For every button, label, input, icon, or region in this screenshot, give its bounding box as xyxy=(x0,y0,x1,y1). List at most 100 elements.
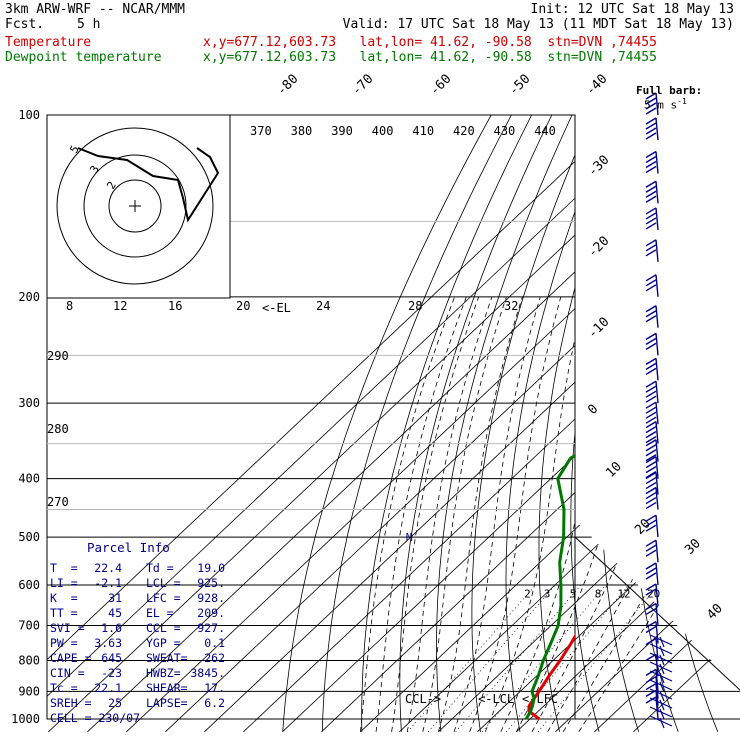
barb-flag xyxy=(645,222,657,230)
barb-flag xyxy=(645,481,657,490)
isotherm-label-40: 40 xyxy=(704,601,726,623)
barb-flag xyxy=(645,190,657,198)
barb-flag xyxy=(645,476,657,485)
dry-adiabat xyxy=(361,115,532,732)
barb-flag xyxy=(645,454,657,462)
barb-lowlevel xyxy=(659,636,665,648)
barb-flag xyxy=(645,155,657,164)
parcel-cell-7-1: -23 xyxy=(101,666,122,680)
barb-staff xyxy=(655,472,659,495)
mixing-ratio-label-20: 20 xyxy=(647,588,660,601)
mixing-ratio-label-8: 8 xyxy=(595,588,602,601)
theta-label-430: 430 xyxy=(494,124,516,138)
barb-staff xyxy=(655,621,659,644)
isotherm xyxy=(204,115,740,733)
lfc-annotation: <-LFC xyxy=(522,692,558,706)
speed-tick-20: 20 xyxy=(236,299,250,313)
wind-barb xyxy=(645,180,659,204)
barb-flag xyxy=(645,274,657,282)
moist-adiabat xyxy=(516,296,647,732)
speed-tick-16: 16 xyxy=(168,299,182,313)
barb-staff xyxy=(655,562,659,586)
parcel-cell-1-1: -2.1 xyxy=(94,576,122,590)
parcel-cell-6-2: SWEAT= xyxy=(146,651,188,665)
isotherm xyxy=(282,115,740,733)
pressure-label-1000: 1000 xyxy=(11,712,40,726)
barb-flag xyxy=(645,367,657,375)
wind-barb xyxy=(645,117,659,141)
parcel-cell-2-0: K = xyxy=(50,591,78,605)
barb-staff xyxy=(655,358,659,381)
wind-barb xyxy=(645,380,659,404)
barb-flag xyxy=(645,421,657,429)
legend-temperature-name: Temperature xyxy=(5,35,92,50)
mixing-ratio-label-5: 5 xyxy=(570,588,577,601)
isotherm xyxy=(438,115,740,733)
pressure-label-800: 800 xyxy=(18,653,40,667)
wind-barb xyxy=(645,539,659,563)
parcel-cell-0-0: T = xyxy=(50,561,78,575)
wind-barb xyxy=(645,583,659,607)
moist-adiabat xyxy=(453,296,541,732)
barb-flag xyxy=(645,496,657,505)
barb-flag xyxy=(645,332,657,340)
barb-staff xyxy=(655,381,659,404)
dry-adiabat xyxy=(631,115,694,732)
barb-flag xyxy=(645,549,657,557)
dry-adiabat xyxy=(660,115,719,732)
parcel-cell-1-3: 925. xyxy=(197,576,225,590)
series-line-temperature xyxy=(527,633,575,720)
theta-label-410: 410 xyxy=(412,124,434,138)
barb-flag xyxy=(645,514,657,522)
barb-staff xyxy=(655,487,659,510)
isotherm-label--60: -60 xyxy=(427,72,454,99)
wind-barb xyxy=(645,486,659,510)
barb-flag xyxy=(645,97,657,105)
wind-barb xyxy=(645,439,659,462)
barb-flag xyxy=(645,519,657,527)
isotherm-label-30: 30 xyxy=(682,536,704,558)
parcel-cell-7-2: HWBZ= xyxy=(146,666,181,680)
moist-adiabat xyxy=(469,296,562,732)
barb-flag xyxy=(645,625,657,634)
parcel-cell-3-2: EL = xyxy=(146,606,174,620)
pressure-label-200: 200 xyxy=(18,290,40,304)
series-layer xyxy=(524,453,575,720)
barb-staff xyxy=(655,207,659,231)
barb-flag xyxy=(645,92,657,100)
legend-dewpoint-name: Dewpoint temperature xyxy=(5,50,162,65)
barb-legend-unit: 5 m s-1 xyxy=(644,97,687,112)
barb-staff xyxy=(655,603,659,626)
moist-adiabat xyxy=(484,296,585,732)
barb-flag xyxy=(645,117,657,125)
barb-staff xyxy=(655,439,659,462)
speed-tick-28: 28 xyxy=(408,299,422,313)
parcel-cell-0-3: 19.0 xyxy=(197,561,225,575)
isotherm-label-10: 10 xyxy=(603,459,625,481)
barb-staff xyxy=(655,117,659,141)
isotherm-label-0: 0 xyxy=(585,402,601,418)
theta-label-380: 380 xyxy=(291,124,313,138)
barb-staff xyxy=(655,421,659,444)
barb-flag xyxy=(645,620,657,629)
parcel-marker: M xyxy=(406,531,413,544)
wind-barb xyxy=(645,207,659,231)
barb-staff xyxy=(655,92,659,116)
parcel-cell: CELL = 230/07 xyxy=(50,711,141,725)
parcel-cell-5-3: 0.1 xyxy=(204,636,225,650)
isotherm-label--20: -20 xyxy=(585,234,612,261)
legend-dewpoint-info: x,y=677.12,603.73 lat,lon= 41.62, -90.58… xyxy=(203,50,657,65)
speed-tick-32: 32 xyxy=(504,299,518,313)
isotherm xyxy=(321,115,740,733)
barb-flag xyxy=(645,132,657,140)
isotherm-label--30: -30 xyxy=(585,153,612,180)
barb-flag xyxy=(645,588,657,596)
barb-flag xyxy=(645,449,657,457)
parcel-cell-4-2: CCL = xyxy=(146,621,181,635)
wind-barb xyxy=(645,150,659,174)
barb-legend-title: Full barb: xyxy=(636,84,703,97)
isotherm xyxy=(47,115,639,733)
pressure-label-600: 600 xyxy=(18,578,40,592)
parcel-cell-2-1: 31 xyxy=(108,591,122,605)
theta-label-270: 270 xyxy=(47,495,69,509)
